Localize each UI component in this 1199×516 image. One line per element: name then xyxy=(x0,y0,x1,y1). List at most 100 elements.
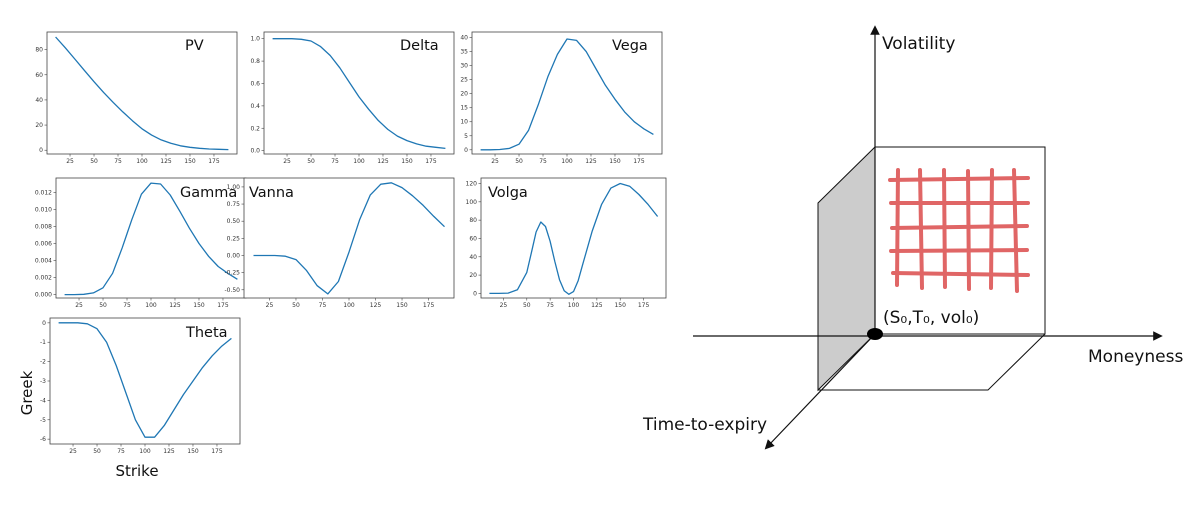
chart-title: PV xyxy=(185,38,204,54)
y-tick-label: 0 xyxy=(39,147,43,154)
plot-frame xyxy=(49,317,241,445)
y-tick-label: 100 xyxy=(466,199,478,206)
x-tick-label: 175 xyxy=(217,302,229,309)
cube-left-face xyxy=(817,145,876,392)
chart-title: Vanna xyxy=(249,185,294,201)
x-tick-label: 100 xyxy=(139,448,151,455)
y-tick-label: -0.50 xyxy=(224,287,240,294)
chart-title: Gamma xyxy=(180,185,237,201)
surface-grid xyxy=(888,168,1030,293)
volatility-label: Volatility xyxy=(882,34,955,54)
y-tick-label: -0.25 xyxy=(224,270,240,277)
y-tick-label: 40 xyxy=(35,97,43,104)
x-tick-label: 100 xyxy=(568,302,580,309)
grid-line-vertical xyxy=(895,168,900,287)
y-tick-label: 10 xyxy=(460,119,468,126)
x-tick-label: 25 xyxy=(500,302,508,309)
y-tick-label: 0.000 xyxy=(35,292,52,299)
y-tick-label: -5 xyxy=(40,417,46,424)
y-tick-label: 35 xyxy=(460,49,468,56)
y-tick-label: 0.75 xyxy=(227,201,241,208)
plot-frame xyxy=(243,177,455,299)
y-tick-label: 0.0 xyxy=(250,148,260,155)
x-tick-label: 100 xyxy=(561,158,573,165)
plot-frame xyxy=(471,31,663,155)
cube-bottom-edges xyxy=(818,333,1046,391)
x-tick-label: 150 xyxy=(187,448,199,455)
y-tick-label: 5 xyxy=(464,133,468,140)
grid-line-horizontal xyxy=(890,224,1029,230)
x-tick-label: 75 xyxy=(123,302,131,309)
y-tick-label: 60 xyxy=(35,72,43,79)
y-tick-label: 0.2 xyxy=(250,125,260,132)
y-tick-label: 80 xyxy=(469,217,477,224)
y-tick-label: 0.00 xyxy=(227,252,241,259)
x-tick-label: 100 xyxy=(136,158,148,165)
grid-line-horizontal xyxy=(891,271,1030,277)
plot-frame xyxy=(55,177,247,299)
y-tick-label: 80 xyxy=(35,47,43,54)
series-line xyxy=(489,182,659,295)
x-tick-label: 150 xyxy=(614,302,626,309)
chart-gamma: 25 50 75 100 125 150 175 0.000 0.002 0.004 0.006 0.… xyxy=(35,177,247,309)
cube-front-face xyxy=(874,146,1046,335)
y-tick-label: 20 xyxy=(35,122,43,129)
x-tick-label: 125 xyxy=(377,158,389,165)
chart-theta: 25 50 75 100 125 150 175 -6 -5 -4 -3 -2 -1 0 Theta xyxy=(40,317,241,455)
y-tick-label: 0.50 xyxy=(227,218,241,225)
y-axis-label: Greek xyxy=(18,370,36,415)
x-tick-label: 125 xyxy=(585,158,597,165)
x-tick-label: 75 xyxy=(117,448,125,455)
chart-delta: 25 50 75 100 125 150 175 0.0 0.2 0.4 0.6 0.8 1.0 Delt… xyxy=(250,31,455,165)
chart-vanna: 25 50 75 100 125 150 175 -0.50 -0.25 0.00 0.25 0.50… xyxy=(224,177,455,309)
x-tick-label: 150 xyxy=(609,158,621,165)
y-tick-label: -3 xyxy=(40,378,46,385)
y-tick-label: 0.004 xyxy=(35,258,52,265)
x-tick-label: 25 xyxy=(491,158,499,165)
chart-title: Volga xyxy=(488,185,528,201)
y-tick-label: -1 xyxy=(40,339,46,346)
grid-line-horizontal xyxy=(888,176,1030,182)
x-tick-label: 50 xyxy=(307,158,315,165)
x-tick-label: 175 xyxy=(208,158,220,165)
y-tick-label: 1.00 xyxy=(227,184,241,191)
chart-pv: 25 50 75 100 125 150 175 0 20 40 60 80 PV xyxy=(35,31,238,165)
x-tick-label: 175 xyxy=(211,448,223,455)
y-tick-label: 40 xyxy=(460,35,468,42)
x-tick-label: 75 xyxy=(546,302,554,309)
plot-frame xyxy=(480,177,667,299)
y-tick-label: 0 xyxy=(473,290,477,297)
y-tick-label: 0.002 xyxy=(35,275,52,282)
x-tick-label: 25 xyxy=(283,158,291,165)
x-tick-label: 125 xyxy=(591,302,603,309)
x-tick-label: 125 xyxy=(169,302,181,309)
origin-label: (S₀,T₀, vol₀) xyxy=(883,308,979,328)
grid-line-vertical xyxy=(942,168,947,289)
grid-line-horizontal xyxy=(889,248,1029,253)
x-tick-label: 50 xyxy=(292,302,300,309)
series-line xyxy=(64,182,238,296)
x-tick-label: 175 xyxy=(425,158,437,165)
grid-line-vertical xyxy=(1012,168,1019,293)
x-tick-label: 75 xyxy=(539,158,547,165)
y-tick-label: 20 xyxy=(460,91,468,98)
moneyness-label: Moneyness xyxy=(1088,347,1183,367)
x-tick-label: 75 xyxy=(319,302,327,309)
y-tick-label: 40 xyxy=(469,254,477,261)
y-tick-label: -4 xyxy=(40,397,46,404)
series-line xyxy=(253,182,445,295)
time-axis xyxy=(764,333,876,450)
x-tick-label: 175 xyxy=(638,302,650,309)
x-tick-label: 150 xyxy=(193,302,205,309)
x-tick-label: 25 xyxy=(66,158,74,165)
y-tick-label: -6 xyxy=(40,436,46,443)
plot-frame xyxy=(46,31,238,155)
x-tick-label: 175 xyxy=(633,158,645,165)
plot-frame xyxy=(263,31,455,155)
y-tick-label: 0.8 xyxy=(250,58,260,65)
x-tick-label: 150 xyxy=(184,158,196,165)
y-tick-label: 30 xyxy=(460,63,468,70)
y-tick-label: 0.25 xyxy=(227,235,241,242)
x-tick-label: 100 xyxy=(145,302,157,309)
